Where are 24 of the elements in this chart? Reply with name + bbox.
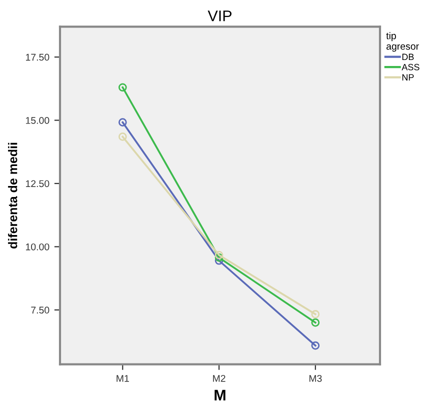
legend-label: ASS (402, 64, 420, 70)
y-axis-title: diferenta de medii (8, 142, 18, 248)
point (311, 341, 320, 350)
point (118, 132, 127, 141)
legend-label: NP (402, 74, 414, 80)
y-tick-label: 12.50 (26, 180, 50, 188)
point (311, 318, 320, 327)
y-tick-label: 10.00 (26, 243, 50, 250)
x-tick-label: M3 (309, 374, 322, 382)
y-tick-label: 7.50 (31, 306, 50, 314)
legend-label: DB (402, 54, 414, 60)
point (214, 256, 224, 265)
x-axis-title: M (214, 390, 226, 400)
point (118, 118, 127, 126)
y-tick-label: 15.00 (26, 117, 50, 124)
point (311, 310, 320, 318)
point (214, 253, 224, 262)
point (118, 83, 127, 92)
y-tick-label: 17.50 (26, 54, 50, 61)
legend-title: tip agresor (386, 32, 419, 52)
x-tick-label: M1 (116, 375, 129, 382)
x-tick-label: M2 (213, 374, 226, 382)
chart-title: VIP (208, 10, 232, 22)
point (214, 250, 224, 260)
